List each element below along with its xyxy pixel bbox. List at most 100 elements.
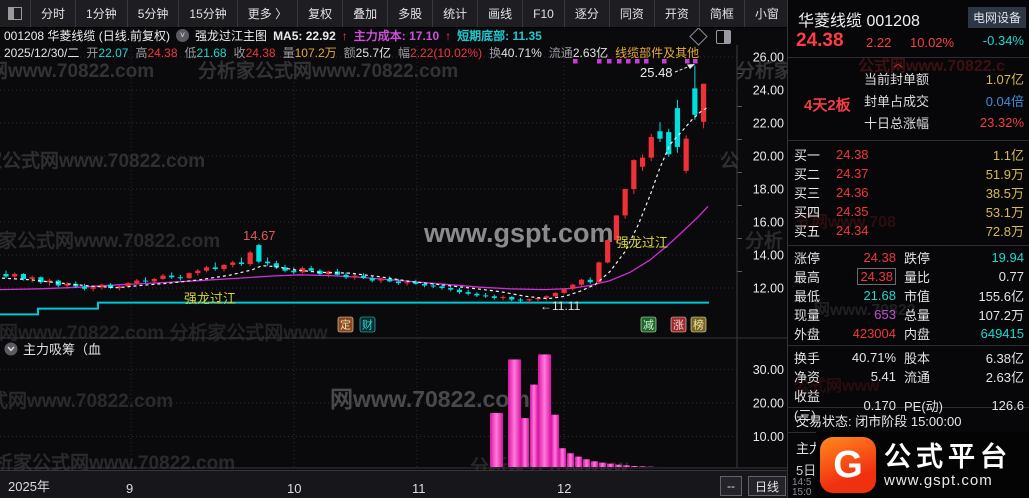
bid-row: 买三 24.36 38.5万 xyxy=(794,185,1024,201)
menu-item-5[interactable]: 复权 xyxy=(298,0,344,27)
menu-item-8[interactable]: 统计 xyxy=(433,0,479,27)
menu-item-10[interactable]: F10 xyxy=(523,0,565,27)
chart-info-line1: 001208 华菱线缆 (日线.前复权) ˅ 强龙过江主图 MA5: 22.92… xyxy=(0,27,704,44)
y-axis-label: 26.00 xyxy=(753,51,784,65)
sector-badge[interactable]: 电网设备 xyxy=(967,7,1026,28)
menu-item-0[interactable]: 分时 xyxy=(31,0,77,27)
up-arrow-icon: ↑ xyxy=(445,28,452,43)
axis-year-label: 2025年 xyxy=(8,479,50,494)
y-axis-label: 22.00 xyxy=(753,117,784,131)
y-axis-label: 14.00 xyxy=(753,249,784,263)
period-selector-button[interactable]: 日线 xyxy=(748,476,786,496)
stock-title: 001208 华菱线缆 (日线.前复权) xyxy=(4,29,171,43)
stat-row: 涨停 24.38 跌停 19.94 xyxy=(794,250,1024,266)
volume-value: 107.2万 xyxy=(294,46,337,60)
gspt-logo-icon: G xyxy=(820,437,876,493)
stat-row: 收益(三) 0.170 PE(动) 126.6 xyxy=(794,389,1024,423)
menu-item-4[interactable]: 更多 〉 xyxy=(238,0,299,27)
bid-price[interactable]: 24.36 xyxy=(836,185,869,200)
sub-y-axis-label: 10.00 xyxy=(753,430,784,444)
open-value: 22.07 xyxy=(98,46,129,60)
sub-y-axis-label: 20.00 xyxy=(753,397,784,411)
y-axis-label: 20.00 xyxy=(753,150,784,164)
chart-tag-2[interactable]: 减 xyxy=(640,316,657,333)
candlestick-series xyxy=(3,65,707,303)
bid-row: 买一 24.38 1.1亿 xyxy=(794,147,1024,163)
short-bottom-value: 短期底部: 11.35 xyxy=(457,29,542,43)
indicator-name[interactable]: 强龙过江主图 xyxy=(195,29,268,43)
menu-item-6[interactable]: 叠加 xyxy=(343,0,389,27)
main-chart: 26.00 24.00 22.00 20.00 18.00 16.00 14.00 12.00… xyxy=(0,45,790,469)
quote-header: 华菱线缆 001208 电网设备 24.38 2.22 10.02% -0.34… xyxy=(788,0,1029,58)
svg-text:榜: 榜 xyxy=(693,318,704,332)
gspt-logo[interactable]: G 公式平台 www.gspt.com xyxy=(816,432,1029,498)
stat-row: 最高 24.38 量比 0.77 xyxy=(794,268,1024,285)
y-axis-label: 24.00 xyxy=(753,84,784,98)
board-streak-label: 4天2板 xyxy=(804,97,851,114)
high-value: 24.38 xyxy=(147,46,178,60)
scroll-left-button[interactable]: -- xyxy=(720,476,742,496)
axis-month-label: 11 xyxy=(412,481,426,496)
chart-annotation: 强龙过江 xyxy=(184,291,236,306)
chart-tag-0[interactable]: 定 xyxy=(337,316,354,333)
menu-item-11[interactable]: 逐分 xyxy=(565,0,610,27)
svg-text:减: 减 xyxy=(643,319,654,332)
price-change-pct: 10.02% xyxy=(910,35,955,50)
chevron-down-icon[interactable]: ˅ xyxy=(176,29,190,42)
bid-price[interactable]: 24.37 xyxy=(836,166,869,181)
menu-item-14[interactable]: 简框 xyxy=(700,0,745,27)
trading-status: 交易状态: 闭市阶段 15:00:00 xyxy=(788,408,1029,433)
menu-item-13[interactable]: 开资 xyxy=(655,0,700,27)
turnover-value: 40.71% xyxy=(501,46,542,60)
bid-row: 买四 24.35 53.1万 xyxy=(794,204,1024,220)
chart-tag-3[interactable]: 涨 xyxy=(670,316,687,333)
chart-info-line2: 2025/12/30/二 开22.07 高24.38 低21.68 收24.38… xyxy=(4,46,700,60)
close-value: 24.38 xyxy=(245,46,276,60)
bid-price[interactable]: 24.34 xyxy=(836,223,869,238)
stat-row: 换手 40.71% 股本 6.38亿 xyxy=(794,350,1024,366)
menu-item-3[interactable]: 15分钟 xyxy=(179,0,238,27)
time-axis-bar: 2025年 9 10 11 12 -- 日线 xyxy=(0,470,787,498)
y-axis-label: 16.00 xyxy=(753,216,784,230)
seal-info-row: 封单占成交 0.04倍 xyxy=(864,93,1024,109)
window-layout-icon[interactable] xyxy=(0,0,31,27)
split-view-icon[interactable] xyxy=(716,30,731,44)
collapse-chevron-icon[interactable]: ︿ xyxy=(893,59,903,70)
date-value: 2025/12/30/二 xyxy=(4,46,80,60)
seal-info-row: 十日总涨幅 23.32% xyxy=(864,114,1024,131)
sub-indicator-name[interactable]: 主力吸筹（血 xyxy=(23,342,101,357)
chart-annotation: 25.48 xyxy=(640,65,673,80)
chart-tag-4[interactable]: 榜 xyxy=(690,316,707,333)
stats-grid-2: 换手 40.71% 股本 6.38亿 净资 5.41 流通 2.63亿收益(三) 0.170 PE… xyxy=(788,346,1029,423)
last-price: 24.38 xyxy=(796,30,844,51)
menu-item-9[interactable]: 画线 xyxy=(478,0,524,27)
svg-text:涨: 涨 xyxy=(673,319,684,332)
svg-text:财: 财 xyxy=(362,318,373,332)
quote-panel: 公式网www.70822.c 式网www.708 网www.70822 公式网www … xyxy=(787,0,1029,498)
stat-row: 现量 653 总量 107.2万 xyxy=(794,307,1024,323)
chart-tag-1[interactable]: 财 xyxy=(359,316,376,333)
menu-item-15[interactable]: 小窗 xyxy=(745,0,790,27)
svg-text:定: 定 xyxy=(340,318,351,332)
sector-change-pct: -0.34% xyxy=(982,33,1024,48)
gspt-brand-text: 公式平台 xyxy=(884,441,1012,472)
sector-tag[interactable]: 线缆部件及其他 xyxy=(615,46,700,60)
bid-price[interactable]: 24.38 xyxy=(836,147,869,162)
menu-item-12[interactable]: 同资 xyxy=(610,0,655,27)
menu-item-1[interactable]: 1分钟 xyxy=(76,0,128,27)
main-cost-value: 主力成本: 17.10 xyxy=(353,29,440,43)
menu-item-2[interactable]: 5分钟 xyxy=(128,0,180,27)
chart-annotation: ←11.11 xyxy=(540,299,581,313)
accumulation-bars xyxy=(490,354,662,467)
stat-row: 净资 5.41 流通 2.63亿 xyxy=(794,369,1024,385)
price-change: 2.22 xyxy=(866,35,892,50)
stock-name-code: 华菱线缆 001208 xyxy=(798,13,920,30)
menu-item-7[interactable]: 多股 xyxy=(388,0,434,27)
float-value: 2.63亿 xyxy=(572,46,609,60)
y-axis-label: 12.00 xyxy=(753,282,784,296)
bid-price[interactable]: 24.35 xyxy=(836,204,869,219)
amount-value: 25.7亿 xyxy=(355,46,392,60)
limit-up-section: ︿ 4天2板 当前封单额 1.07亿 封单占成交 0.04倍 十日总涨幅 23.32% xyxy=(788,58,1029,141)
